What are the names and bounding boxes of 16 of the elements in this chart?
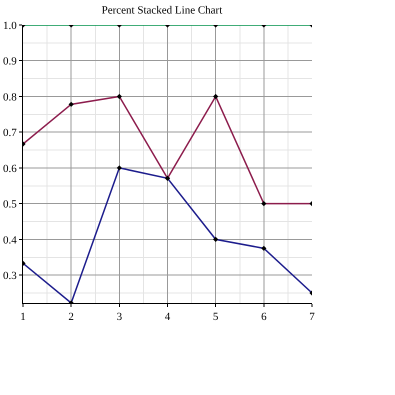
x-tick-label: 5 — [212, 311, 219, 324]
x-tick-label: 4 — [164, 311, 171, 324]
y-tick-label: 0.3 — [3, 270, 18, 282]
x-tick-label: 7 — [309, 311, 316, 324]
y-tick-label: 0.4 — [3, 234, 18, 246]
x-tick-label: 1 — [20, 311, 26, 324]
y-tick-label: 0.6 — [3, 162, 18, 175]
x-tick-label: 3 — [116, 311, 123, 324]
chart-title: Percent Stacked Line Chart — [102, 4, 222, 17]
y-tick-label: 0.5 — [3, 198, 18, 211]
y-tick-label: 0.8 — [3, 91, 18, 104]
y-tick-label: 0.9 — [3, 56, 18, 68]
x-tick-label: 2 — [68, 311, 74, 324]
y-tick-label: 1.0 — [3, 20, 18, 32]
y-tick-label: 0.7 — [3, 127, 18, 140]
x-tick-label: 6 — [261, 311, 268, 324]
